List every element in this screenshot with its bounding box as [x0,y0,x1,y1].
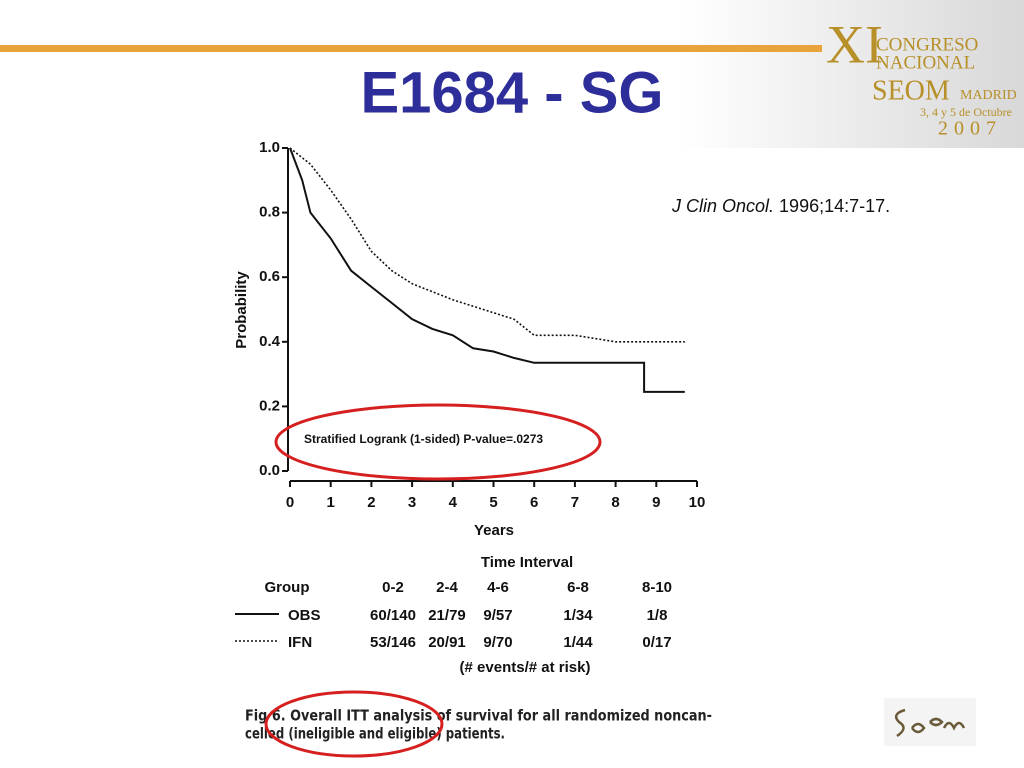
y-tick-label: 0.2 [259,397,280,414]
table-cell: 1/8 [647,607,668,624]
legend-label: OBS [288,607,321,624]
table-header: 0-2 [382,579,404,596]
table-note: (# events/# at risk) [460,659,591,676]
x-axis-label: Years [474,522,514,539]
x-tick-label: 1 [327,494,335,511]
table-title: Time Interval [481,554,573,571]
y-tick-label: 0.0 [259,462,280,479]
citation: J Clin Oncol. 1996;14:7-17. [671,196,890,216]
table-header: 8-10 [642,579,672,596]
logo-text: 2007 [938,118,1002,140]
x-tick-label: 7 [571,494,579,511]
logo-text: 3, 4 y 5 de Octubre [920,105,1012,119]
caption-line: Fig 6. Overall ITT analysis of survival … [245,707,712,725]
plot: 0.0 0.2 0.4 0.6 0.8 1.0 0 1 2 3 4 5 6 7 8 9 10 [259,139,705,511]
citation-journal: J Clin Oncol. [671,196,774,216]
logo-text: MADRID [960,88,1017,103]
annotation: Stratified Logrank (1-sided) P-value=.02… [304,432,543,446]
y-axis-label: Probability [233,271,250,349]
table-cell: 20/91 [428,634,466,651]
x-tick-label: 2 [367,494,375,511]
table-cell: 53/146 [370,634,416,651]
y-tick-label: 0.4 [259,333,281,350]
top-rule [0,45,822,52]
logo-numeral: XI [826,14,883,74]
y-tick-label: 1.0 [259,139,280,156]
citation-details: 1996;14:7-17. [774,196,890,216]
legend-label: IFN [288,634,312,651]
x-tick-label: 3 [408,494,416,511]
logo-text: CONGRESO [876,34,978,55]
x-tick-label: 9 [652,494,660,511]
table-cell: 21/79 [428,607,466,624]
table-cell: 1/34 [563,607,593,624]
x-tick-label: 6 [530,494,538,511]
logo-background [680,0,1024,148]
y-tick-label: 0.6 [259,268,280,285]
logo-mark [894,708,966,738]
logo-brand: SEOM [872,75,950,106]
x-tick-label: 8 [611,494,619,511]
table-header: 6-8 [567,579,589,596]
survival-curve [289,147,685,343]
caption-line: celled (ineligible and eligible) patient… [245,725,505,743]
table-header: Group [265,579,310,596]
y-tick-label: 0.8 [259,204,280,221]
highlight-ellipse [274,403,602,481]
table-cell: 9/70 [483,634,512,651]
table-cell: 9/57 [483,607,512,624]
highlight-ellipse [264,690,444,758]
x-tick-label: 10 [689,494,706,511]
footer-logo [884,698,976,746]
table: Group 0-2 2-4 4-6 6-8 8-10 OBS IFN 60/140 21/79 9/… [235,579,672,651]
table-cell: 0/17 [642,634,671,651]
table-header: 2-4 [436,579,458,596]
table-header: 4-6 [487,579,509,596]
x-tick-label: 4 [449,494,458,511]
x-tick-label: 5 [489,494,497,511]
survival-curve [289,147,685,393]
table-cell: 1/44 [563,634,593,651]
slide-title: E1684 - SG [360,60,663,125]
table-cell: 60/140 [370,607,416,624]
logo-text: NACIONAL [876,52,975,73]
x-tick-label: 0 [286,494,294,511]
